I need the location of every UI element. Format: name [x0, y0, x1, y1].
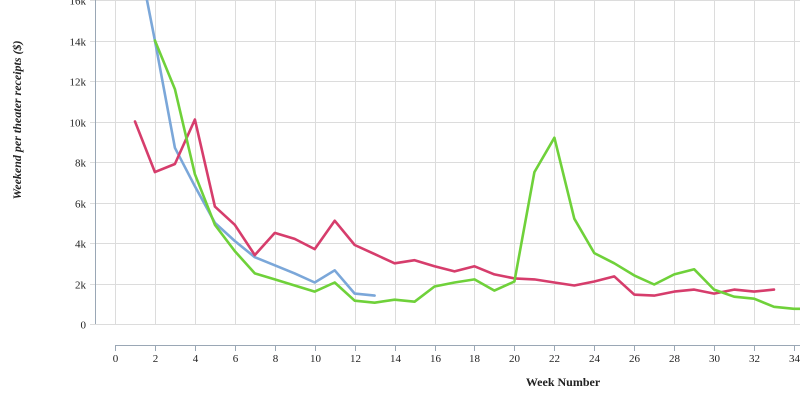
x-tick-label: 12 — [350, 353, 361, 365]
x-tick-label: 10 — [310, 353, 322, 365]
x-tick-label: 20 — [509, 353, 521, 365]
x-tick-label: 34 — [789, 353, 800, 365]
series-line-1 — [145, 0, 376, 297]
series-line-2 — [133, 118, 776, 297]
y-tick-label: 8k — [75, 158, 87, 170]
x-tick-label: 2 — [153, 353, 159, 365]
x-tick-label: 28 — [669, 353, 681, 365]
y-tick-label: 2k — [75, 280, 87, 292]
x-axis-title: Week Number — [526, 375, 601, 389]
x-tick-label: 4 — [193, 353, 199, 365]
x-tick-label: 16 — [430, 353, 442, 365]
x-tick-label: 14 — [390, 353, 402, 365]
x-tick-label: 0 — [113, 353, 119, 365]
y-tick-label: 14k — [70, 37, 87, 49]
x-tick-label: 26 — [629, 353, 641, 365]
y-tick-label: 0 — [81, 320, 87, 332]
y-tick-label: 10k — [70, 118, 87, 130]
x-tick-label: 18 — [469, 353, 481, 365]
grid — [90, 0, 800, 325]
y-tick-label: 12k — [70, 77, 87, 89]
series-line-3 — [153, 39, 800, 311]
x-tick-label: 22 — [549, 353, 560, 365]
y-tick-label: 4k — [75, 239, 87, 251]
x-tick-label: 8 — [273, 353, 279, 365]
x-tick-label: 24 — [589, 353, 601, 365]
axes — [95, 0, 800, 351]
series-lines — [133, 0, 800, 311]
y-tick-label: 16k — [70, 0, 87, 8]
y-axis-title: Weekend per theater receipts ($) — [10, 40, 24, 199]
x-tick-label: 6 — [233, 353, 239, 365]
x-tick-label: 30 — [709, 353, 721, 365]
y-tick-label: 6k — [75, 199, 87, 211]
x-tick-label: 32 — [749, 353, 760, 365]
